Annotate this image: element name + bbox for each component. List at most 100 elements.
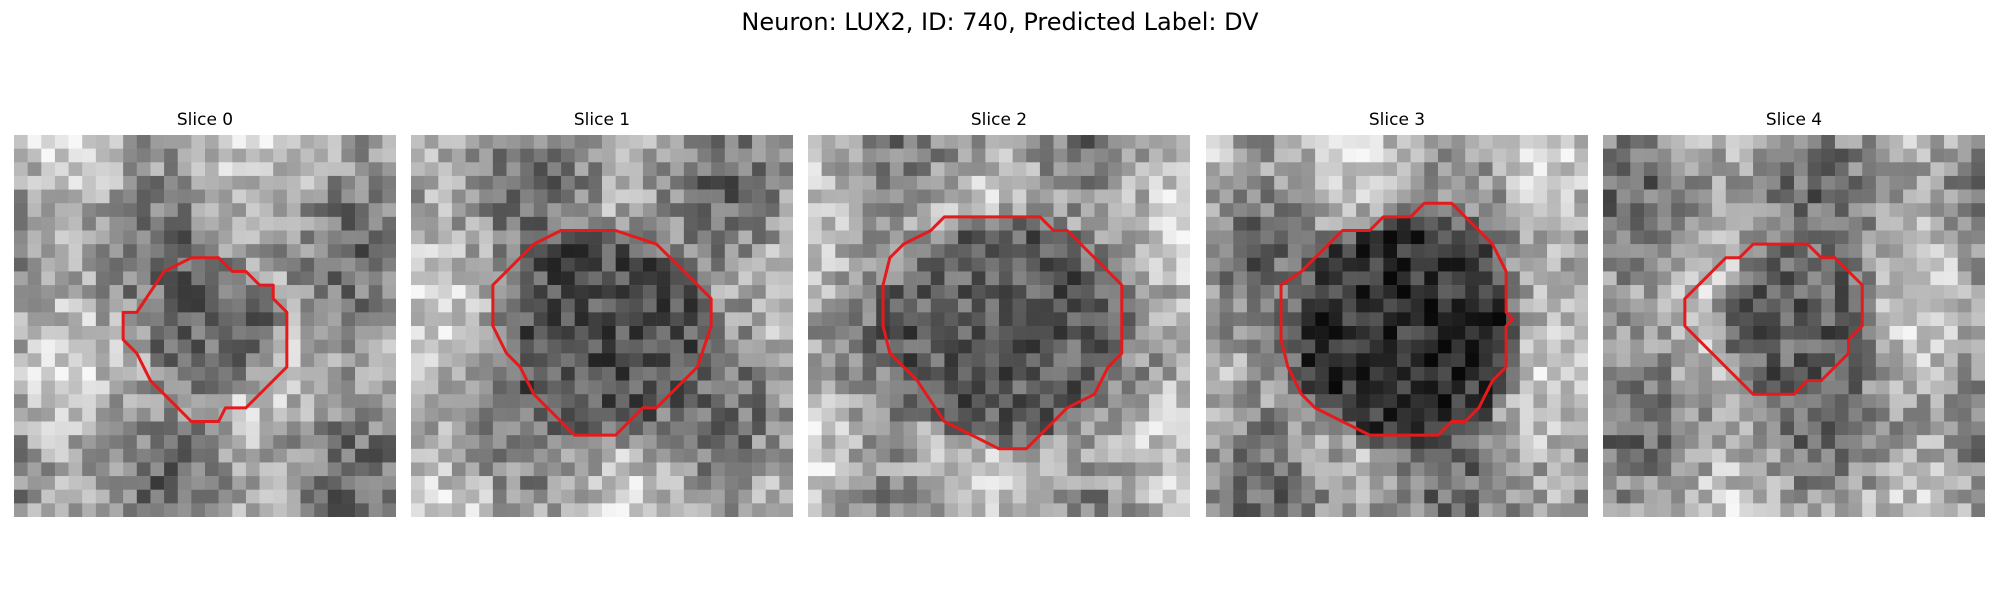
pixel [1437, 230, 1452, 245]
pixel [438, 435, 453, 450]
pixel [1971, 421, 1985, 436]
pixel [1219, 326, 1234, 340]
pixel [1794, 257, 1808, 272]
pixel [711, 353, 726, 368]
pixel [752, 230, 766, 245]
pixel [903, 489, 918, 504]
pixel [1206, 298, 1220, 313]
pixel [930, 175, 945, 190]
pixel [1053, 135, 1068, 149]
pixel [1012, 339, 1027, 354]
pixel [1643, 312, 1658, 327]
pixel [1698, 421, 1713, 436]
pixel [683, 462, 698, 477]
pixel [917, 489, 932, 504]
pixel [300, 244, 315, 259]
pixel [286, 339, 301, 354]
pixel [1012, 162, 1027, 177]
pixel [1643, 421, 1658, 436]
pixel [1356, 407, 1370, 422]
pixel [1108, 312, 1123, 327]
pixel [1067, 489, 1082, 504]
pixel [588, 366, 603, 381]
pixel [300, 230, 315, 245]
pixel [738, 244, 753, 259]
pixel [547, 203, 562, 218]
pixel [1260, 271, 1275, 286]
pixel [1162, 135, 1177, 149]
pixel [232, 380, 247, 395]
pixel [1274, 380, 1289, 395]
pixel [1287, 353, 1302, 368]
pixel [1397, 298, 1411, 313]
pixel [1957, 312, 1972, 327]
pixel [1233, 462, 1248, 477]
pixel [1012, 421, 1027, 436]
pixel [1944, 271, 1958, 286]
pixel [724, 230, 739, 245]
pixel [95, 135, 110, 149]
pixel [615, 503, 630, 517]
pixel [492, 489, 507, 504]
pixel [355, 394, 369, 409]
pixel [1424, 407, 1439, 422]
pixel [177, 148, 192, 163]
pixel [1383, 339, 1398, 354]
pixel [1410, 421, 1425, 436]
pixel [479, 421, 494, 436]
pixel [561, 366, 575, 381]
pixel [82, 148, 97, 163]
pixel [368, 257, 383, 272]
pixel [1356, 448, 1370, 463]
pixel [465, 298, 480, 313]
pixel [1176, 230, 1190, 245]
pixel [862, 435, 877, 450]
pixel [697, 203, 712, 218]
pixel [1478, 435, 1493, 450]
pixel [1725, 230, 1740, 245]
pixel [1383, 162, 1398, 177]
pixel [136, 312, 151, 327]
pixel [150, 203, 165, 218]
pixel [779, 380, 793, 395]
pixel [1233, 285, 1248, 299]
pixel [574, 216, 589, 231]
pixel [1519, 326, 1534, 340]
pixel [588, 326, 603, 340]
pixel [876, 476, 891, 490]
pixel [752, 339, 766, 354]
pixel [683, 148, 698, 163]
pixel [1315, 421, 1330, 436]
pixel [205, 175, 219, 190]
pixel [382, 353, 396, 368]
pixel [424, 366, 439, 381]
pixel [1766, 503, 1781, 517]
pixel [1848, 462, 1863, 477]
pixel [1451, 476, 1466, 490]
pixel [41, 353, 56, 368]
pixel [109, 135, 124, 149]
pixel [286, 476, 301, 490]
pixel [82, 503, 97, 517]
pixel [259, 148, 274, 163]
pixel [54, 421, 69, 436]
pixel [1725, 285, 1740, 299]
pixel [615, 298, 630, 313]
pixel [1026, 175, 1041, 190]
pixel [259, 448, 274, 463]
pixel [1506, 135, 1521, 149]
pixel [1233, 230, 1248, 245]
pixel [1233, 189, 1248, 204]
pixel [1274, 407, 1289, 422]
pixel [985, 353, 1000, 368]
pixel [506, 448, 521, 463]
pixel [150, 462, 165, 477]
pixel [561, 148, 575, 163]
pixel [1356, 503, 1370, 517]
pixel [14, 257, 28, 272]
pixel [1630, 230, 1645, 245]
pixel [724, 312, 739, 327]
pixel [1671, 489, 1686, 504]
pixel [424, 326, 439, 340]
pixel [1246, 298, 1261, 313]
